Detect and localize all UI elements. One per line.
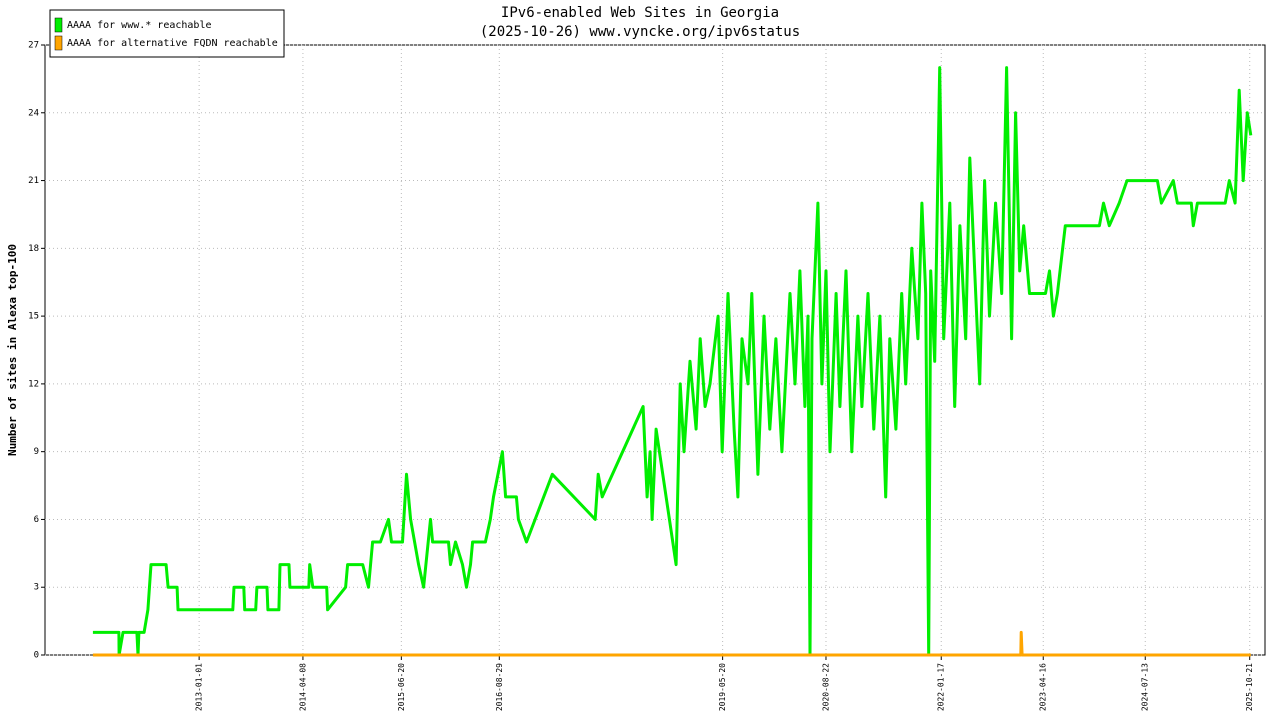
x-tick-label: 2024-07-13 [1141,663,1150,711]
legend-label: AAAA for www.* reachable [67,20,212,31]
legend-swatch [54,17,63,33]
y-tick-label: 27 [28,41,39,51]
x-tick-label: 2015-06-20 [397,663,406,711]
y-tick-label: 0 [34,651,39,661]
y-tick-label: 15 [28,312,39,322]
y-tick-label: 3 [34,583,39,593]
x-tick-label: 2023-04-16 [1039,663,1048,711]
x-tick-label: 2013-01-01 [195,663,204,711]
y-tick-label: 9 [34,447,39,457]
x-tick-label: 2025-10-21 [1245,663,1254,711]
chart-subtitle: (2025-10-26) www.vyncke.org/ipv6status [480,24,800,40]
series-line [92,630,1251,657]
y-tick-label: 21 [28,176,39,186]
x-tick-label: 2019-05-20 [718,663,727,711]
y-axis-label: Number of sites in Alexa top-100 [6,244,19,456]
legend-label: AAAA for alternative FQDN reachable [67,38,278,49]
x-tick-label: 2022-01-17 [937,663,946,711]
x-tick-label: 2020-08-22 [821,663,830,711]
chart-title: IPv6-enabled Web Sites in Georgia [501,5,779,21]
y-tick-label: 18 [28,244,39,254]
series-line [92,66,1253,657]
y-tick-label: 6 [34,515,39,525]
legend-box [49,9,285,58]
y-tick-label: 12 [28,379,39,389]
y-tick-label: 24 [28,108,39,118]
legend-swatch [54,35,63,51]
x-tick-label: 2014-04-08 [298,663,307,711]
x-tick-label: 2016-08-29 [495,663,504,711]
